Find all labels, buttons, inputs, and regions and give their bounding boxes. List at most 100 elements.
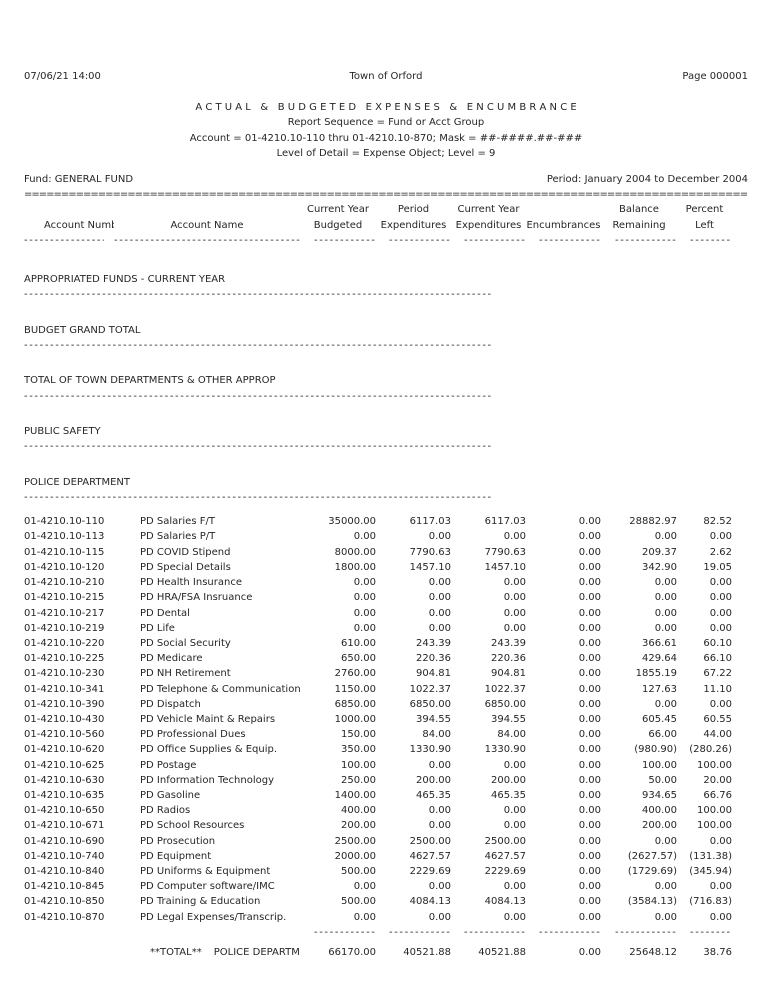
table-row: 01-4210.10-690 PD Prosecution 2500.00 2500.…: [24, 834, 748, 849]
encumbrances-cell: 0.00: [578, 668, 601, 680]
balance-remaining-cell: 28882.97: [629, 516, 677, 528]
encumbrances-cell: 0.00: [578, 546, 601, 558]
percent-left-cell: 0.00: [709, 622, 732, 634]
encumbrances-cell: 0.00: [578, 561, 601, 573]
section-underline: ----------------------------------------…: [24, 340, 493, 352]
period-label: Period: January 2004 to December 2004: [546, 174, 748, 186]
column-header-underlines: --------------- -------------------------…: [24, 233, 748, 253]
table-row: 01-4210.10-115 PD COVID Stipend 8000.00 779…: [24, 545, 748, 560]
account-name-cell: PD Gasoline: [140, 789, 201, 801]
cy-expenditures-cell: 0.00: [503, 820, 526, 832]
budgeted-cell: 1150.00: [334, 683, 376, 695]
account-number-cell: 01-4210.10-850: [24, 896, 105, 908]
table-row: 01-4210.10-560 PD Professional Dues 150.00…: [24, 727, 748, 742]
account-name-cell: PD Information Technology: [140, 774, 274, 786]
balance-remaining-cell: 50.00: [648, 774, 677, 786]
percent-left-cell: 0.00: [709, 531, 732, 543]
encumbrances-cell: 0.00: [578, 729, 601, 741]
balance-remaining-cell: (980.90): [634, 744, 677, 756]
account-number-cell: 01-4210.10-650: [24, 805, 105, 817]
balance-remaining-cell: 0.00: [654, 698, 677, 710]
budgeted-cell: 0.00: [353, 881, 376, 893]
encumbrances-cell: 0.00: [578, 531, 601, 543]
table-row: 01-4210.10-740 PD Equipment 2000.00 4627.57…: [24, 849, 748, 864]
col-header: Percent: [685, 204, 724, 216]
encumbrances-cell: 0.00: [578, 592, 601, 604]
col-header: Current Year: [307, 204, 369, 216]
budgeted-cell: 2760.00: [334, 668, 376, 680]
table-row: 01-4210.10-120 PD Special Details 1800.00 1…: [24, 560, 748, 575]
table-row: 01-4210.10-230 PD NH Retirement 2760.00 904…: [24, 666, 748, 681]
percent-left-cell: 66.76: [703, 789, 732, 801]
percent-left-cell: 20.00: [703, 774, 732, 786]
table-row: 01-4210.10-215 PD HRA/FSA Insruance 0.00 0.…: [24, 590, 748, 605]
budgeted-cell: 0.00: [353, 607, 376, 619]
total-label: **TOTAL**: [150, 947, 202, 959]
balance-remaining-cell: (2627.57): [627, 850, 677, 862]
period-expenditures-cell: 0.00: [428, 622, 451, 634]
percent-left-cell: 66.10: [703, 653, 732, 665]
percent-left-cell: 82.52: [703, 516, 732, 528]
account-name-cell: PD School Resources: [140, 820, 245, 832]
section-title: PUBLIC SAFETY: [24, 426, 101, 438]
account-name-cell: PD Salaries F/T: [140, 516, 215, 528]
table-row: 01-4210.10-341 PD Telephone & Communicati…: [24, 682, 748, 697]
cy-expenditures-cell: 1457.10: [484, 561, 526, 573]
account-name-cell: PD Salaries P/T: [140, 531, 216, 543]
cy-expenditures-cell: 0.00: [503, 805, 526, 817]
period-expenditures-cell: 84.00: [422, 729, 451, 741]
budgeted-cell: 8000.00: [334, 546, 376, 558]
period-expenditures-cell: 0.00: [428, 607, 451, 619]
balance-remaining-cell: 200.00: [642, 820, 677, 832]
fund-period-row: Fund: GENERAL FUND Period: January 2004 …: [24, 172, 748, 187]
account-number-cell: 01-4210.10-217: [24, 607, 105, 619]
budgeted-cell: 1000.00: [334, 713, 376, 725]
table-row: 01-4210.10-620 PD Office Supplies & Equip…: [24, 742, 748, 757]
account-name-cell: PD Training & Education: [140, 896, 261, 908]
table-row: 01-4210.10-210 PD Health Insurance 0.00 0.0…: [24, 575, 748, 590]
column-rule: ----------------------------------------…: [389, 234, 451, 246]
balance-remaining-cell: 209.37: [642, 546, 677, 558]
column-headers-line2: Account Number Account Name Budgeted Exp…: [24, 218, 748, 233]
balance-remaining-cell: 0.00: [654, 881, 677, 893]
budgeted-cell: 150.00: [341, 729, 376, 741]
encumbrances-cell: 0.00: [578, 516, 601, 528]
account-name-cell: PD Social Security: [140, 637, 231, 649]
percent-left-cell: 100.00: [697, 759, 732, 771]
table-row: 01-4210.10-219 PD Life 0.00 0.00 0.00 0.00 0.0…: [24, 621, 748, 636]
period-expenditures-cell: 0.00: [428, 820, 451, 832]
period-expenditures-cell: 2229.69: [409, 865, 451, 877]
cy-expenditures-cell: 243.39: [491, 637, 526, 649]
budgeted-cell: 0.00: [353, 531, 376, 543]
total-percent-left: 38.76: [703, 947, 732, 959]
total-department: POLICE DEPARTMENT: [213, 947, 300, 959]
cy-expenditures-cell: 84.00: [497, 729, 526, 741]
account-number-cell: 01-4210.10-120: [24, 561, 105, 573]
col-header: Period: [397, 204, 430, 216]
account-number-cell: 01-4210.10-690: [24, 835, 105, 847]
table-row: 01-4210.10-840 PD Uniforms & Equipment 500…: [24, 864, 748, 879]
column-rule: ----------------------------------------…: [314, 926, 376, 938]
account-number-cell: 01-4210.10-210: [24, 577, 105, 589]
balance-remaining-cell: 400.00: [642, 805, 677, 817]
account-number-cell: 01-4210.10-225: [24, 653, 105, 665]
account-number-cell: 01-4210.10-215: [24, 592, 105, 604]
percent-left-cell: 0.00: [709, 911, 732, 923]
column-rule: ----------------------------------------…: [464, 926, 526, 938]
col-header-cy-expenditures: Expenditures: [455, 219, 522, 231]
period-expenditures-cell: 1022.37: [409, 683, 451, 695]
percent-left-cell: 0.00: [709, 698, 732, 710]
percent-left-cell: 100.00: [697, 805, 732, 817]
budgeted-cell: 610.00: [341, 637, 376, 649]
account-name-cell: PD Vehicle Maint & Repairs: [140, 713, 276, 725]
account-number-cell: 01-4210.10-870: [24, 911, 105, 923]
column-rule: ----------------------------------------…: [615, 234, 677, 246]
percent-left-cell: 60.10: [703, 637, 732, 649]
period-expenditures-cell: 0.00: [428, 759, 451, 771]
account-name-cell: PD Health Insurance: [140, 577, 242, 589]
col-header: [114, 202, 300, 217]
account-name-cell: PD Dental: [140, 607, 190, 619]
encumbrances-cell: 0.00: [578, 835, 601, 847]
cy-expenditures-cell: 0.00: [503, 592, 526, 604]
